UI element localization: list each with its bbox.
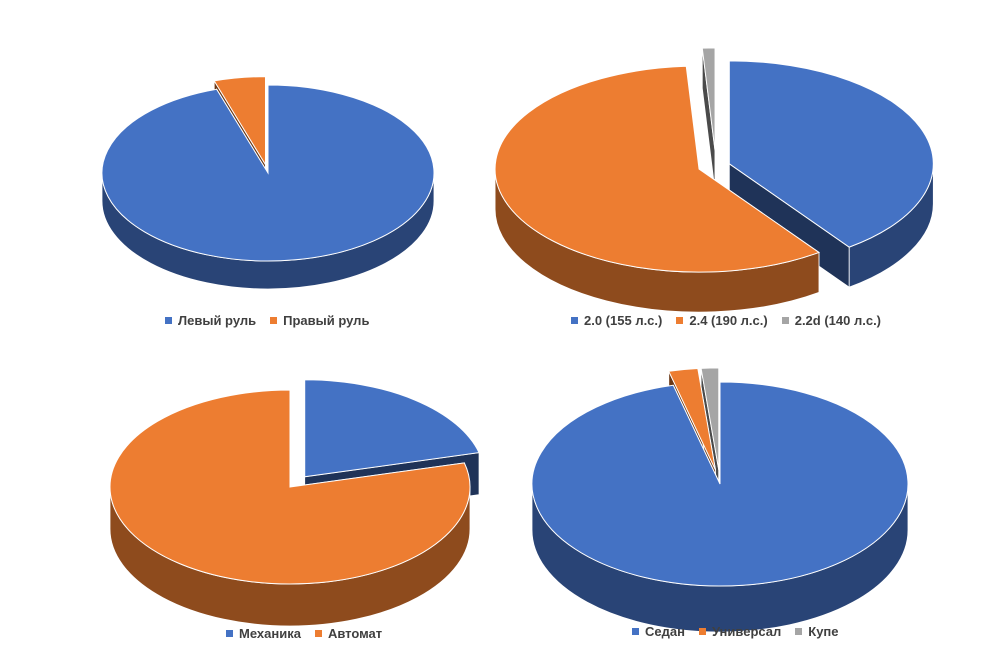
- pie-slice-1: [213, 76, 266, 167]
- legend-item: Левый руль: [165, 313, 256, 328]
- pie-slice-0: [728, 60, 934, 248]
- legend-swatch: [165, 317, 172, 324]
- pie-slice-1: [494, 65, 821, 273]
- pie-slice-0: [101, 84, 435, 262]
- legend-swatch: [226, 630, 233, 637]
- pie-slice-1: [668, 368, 717, 471]
- legend-label: Правый руль: [283, 313, 370, 328]
- legend-item: Универсал: [698, 624, 782, 639]
- pie-chart-1: [494, 47, 934, 313]
- legend-item: 2.4 (190 л.с.): [676, 313, 768, 328]
- legend-label: 2.0 (155 л.с.): [584, 313, 663, 328]
- legend-label: Механика: [239, 626, 301, 641]
- legend-body: Седан Универсал Купе: [632, 624, 839, 639]
- legend-transmission: Механика Автомат: [226, 626, 382, 641]
- legend-steering: Левый руль Правый руль: [165, 313, 369, 328]
- legend-label: Универсал: [711, 624, 782, 639]
- legend-swatch: [781, 317, 789, 324]
- legend-swatch: [676, 317, 684, 324]
- legend-label: 2.4 (190 л.с.): [689, 313, 768, 328]
- pie-slice-0: [304, 379, 480, 478]
- pie-chart-2: [109, 379, 480, 627]
- legend-swatch: [795, 628, 803, 635]
- legend-item: Купе: [795, 624, 839, 639]
- legend-swatch: [314, 630, 322, 637]
- pie-slice-1: [109, 389, 471, 585]
- legend-item: Седан: [632, 624, 685, 639]
- legend-item: 2.0 (155 л.с.): [571, 313, 662, 328]
- legend-item: 2.2d (140 л.с.): [781, 313, 882, 328]
- legend-swatch: [632, 628, 639, 635]
- legend-swatch: [698, 628, 706, 635]
- legend-item: Автомат: [314, 626, 383, 641]
- legend-label: Седан: [645, 624, 685, 639]
- legend-label: Левый руль: [178, 313, 257, 328]
- legend-item: Правый руль: [270, 313, 369, 328]
- pie-chart-3: [531, 367, 909, 633]
- legend-label: Купе: [808, 624, 839, 639]
- legend-engine: 2.0 (155 л.с.) 2.4 (190 л.с.) 2.2d (140 …: [571, 313, 881, 328]
- pie-slice-2: [701, 47, 716, 151]
- legend-swatch: [270, 317, 278, 324]
- legend-item: Механика: [226, 626, 301, 641]
- pie-slice-2: [700, 367, 720, 470]
- legend-label: 2.2d (140 л.с.): [794, 313, 882, 328]
- pie-chart-0: [101, 76, 435, 290]
- legend-label: Автомат: [327, 626, 383, 641]
- legend-swatch: [571, 317, 578, 324]
- pie-slice-0: [531, 381, 909, 587]
